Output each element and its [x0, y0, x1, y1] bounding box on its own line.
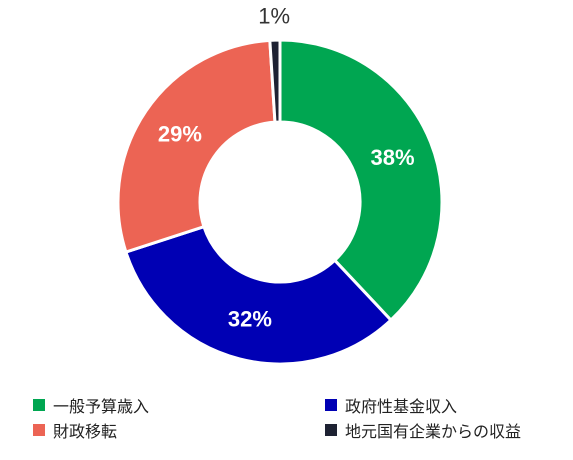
legend-swatch	[325, 424, 337, 436]
data-label: 1%	[258, 4, 290, 29]
legend-label: 政府性基金収入	[345, 397, 458, 416]
legend: 一般予算歳入 政府性基金収入 財政移転 地元国有企業からの収益	[0, 393, 573, 453]
data-label: 32%	[228, 307, 272, 332]
legend-item-soe-income: 地元国有企業からの収益	[325, 418, 521, 442]
legend-swatch	[33, 399, 45, 411]
slice-fiscal-transfer	[116, 38, 277, 254]
data-label: 29%	[158, 121, 202, 146]
legend-label: 一般予算歳入	[53, 397, 150, 416]
legend-swatch	[33, 424, 45, 436]
slice-soe-income	[268, 38, 282, 124]
legend-label: 地元国有企業からの収益	[345, 422, 522, 441]
legend-item-government-fund: 政府性基金収入	[325, 393, 457, 417]
legend-label: 財政移転	[53, 422, 118, 441]
slice-government-fund	[124, 224, 394, 366]
legend-item-fiscal-transfer: 財政移転	[33, 418, 117, 442]
legend-item-general-budget: 一般予算歳入	[33, 393, 149, 417]
data-label: 38%	[370, 145, 414, 170]
slice-general-budget	[278, 38, 444, 323]
donut-chart: 38% 32% 29% 1%	[116, 4, 444, 366]
legend-swatch	[325, 399, 337, 411]
